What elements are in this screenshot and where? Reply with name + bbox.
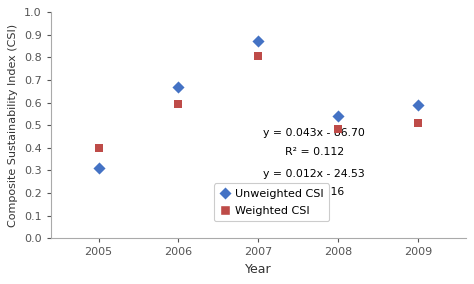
Point [95, 166, 102, 170]
X-axis label: Year: Year [245, 263, 272, 276]
Text: R² = 0.016: R² = 0.016 [284, 187, 344, 197]
Point [174, 85, 182, 89]
Legend: Unweighted CSI, Weighted CSI: Unweighted CSI, Weighted CSI [214, 183, 329, 221]
Point [334, 114, 342, 118]
Point [414, 103, 421, 107]
Text: y = 0.043x - 86.70: y = 0.043x - 86.70 [263, 128, 365, 139]
Point [255, 54, 262, 59]
Text: R² = 0.112: R² = 0.112 [284, 147, 344, 156]
Point [255, 38, 262, 43]
Point [414, 121, 421, 125]
Y-axis label: Composite Sustainability Index (CSI): Composite Sustainability Index (CSI) [9, 24, 18, 227]
Point [334, 126, 342, 131]
Point [95, 145, 102, 150]
Text: y = 0.012x - 24.53: y = 0.012x - 24.53 [264, 169, 365, 179]
Point [174, 101, 182, 106]
